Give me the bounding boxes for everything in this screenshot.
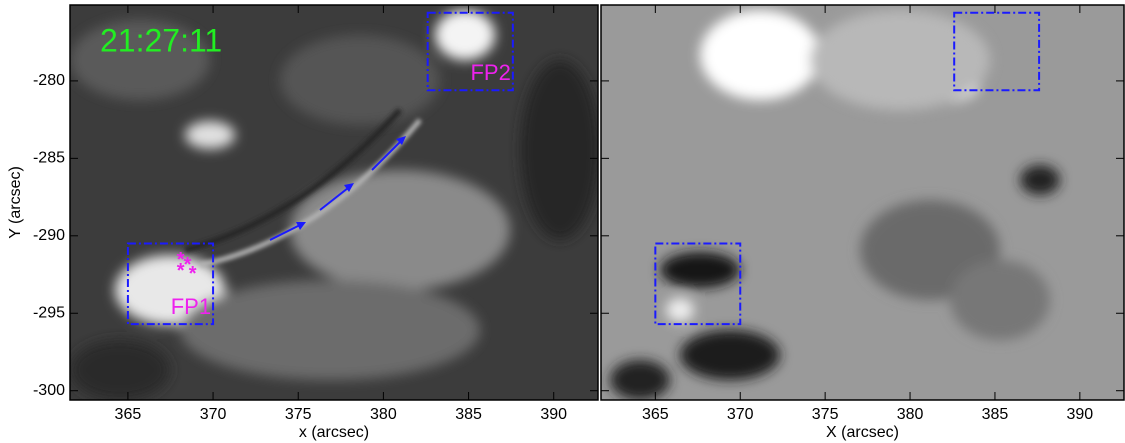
region-label: FP2 [470,60,510,85]
x-tick-label: 370 [727,406,754,423]
marker: * [184,254,192,276]
x-axis-label: X (arcsec) [826,424,899,441]
region-label: FP1 [171,294,211,319]
x-tick-label: 390 [540,406,567,423]
x-tick-label: 365 [115,406,142,423]
x-tick-label: 380 [897,406,924,423]
y-tick-label: -295 [33,304,65,321]
x-axis-label: x (arcsec) [299,424,369,441]
x-tick-label: 390 [1066,406,1093,423]
magnetogram-image [601,5,1124,400]
marker: * [177,260,185,282]
x-tick-label: 375 [285,406,312,423]
euv-image [70,5,598,400]
x-tick-label: 365 [642,406,669,423]
region-box [426,11,514,92]
x-tick-label: 385 [982,406,1009,423]
y-tick-label: -300 [33,382,65,399]
region-box [953,11,1041,92]
region-box [126,242,215,326]
y-tick-label: -285 [33,150,65,167]
marker: * [189,263,197,285]
timestamp: 21:27:11 [100,22,222,58]
x-tick-label: 375 [812,406,839,423]
x-tick-label: 385 [455,406,482,423]
x-tick-label: 370 [200,406,227,423]
flow-arrows [269,136,406,241]
x-tick-label: 380 [370,406,397,423]
plot-frame [600,4,1125,401]
plot-frame [69,4,599,401]
y-tick-label: -280 [33,72,65,89]
y-tick-label: -290 [33,227,65,244]
y-axis-label: Y (arcsec) [7,166,24,239]
region-box [654,242,742,326]
marker: * [177,249,185,271]
